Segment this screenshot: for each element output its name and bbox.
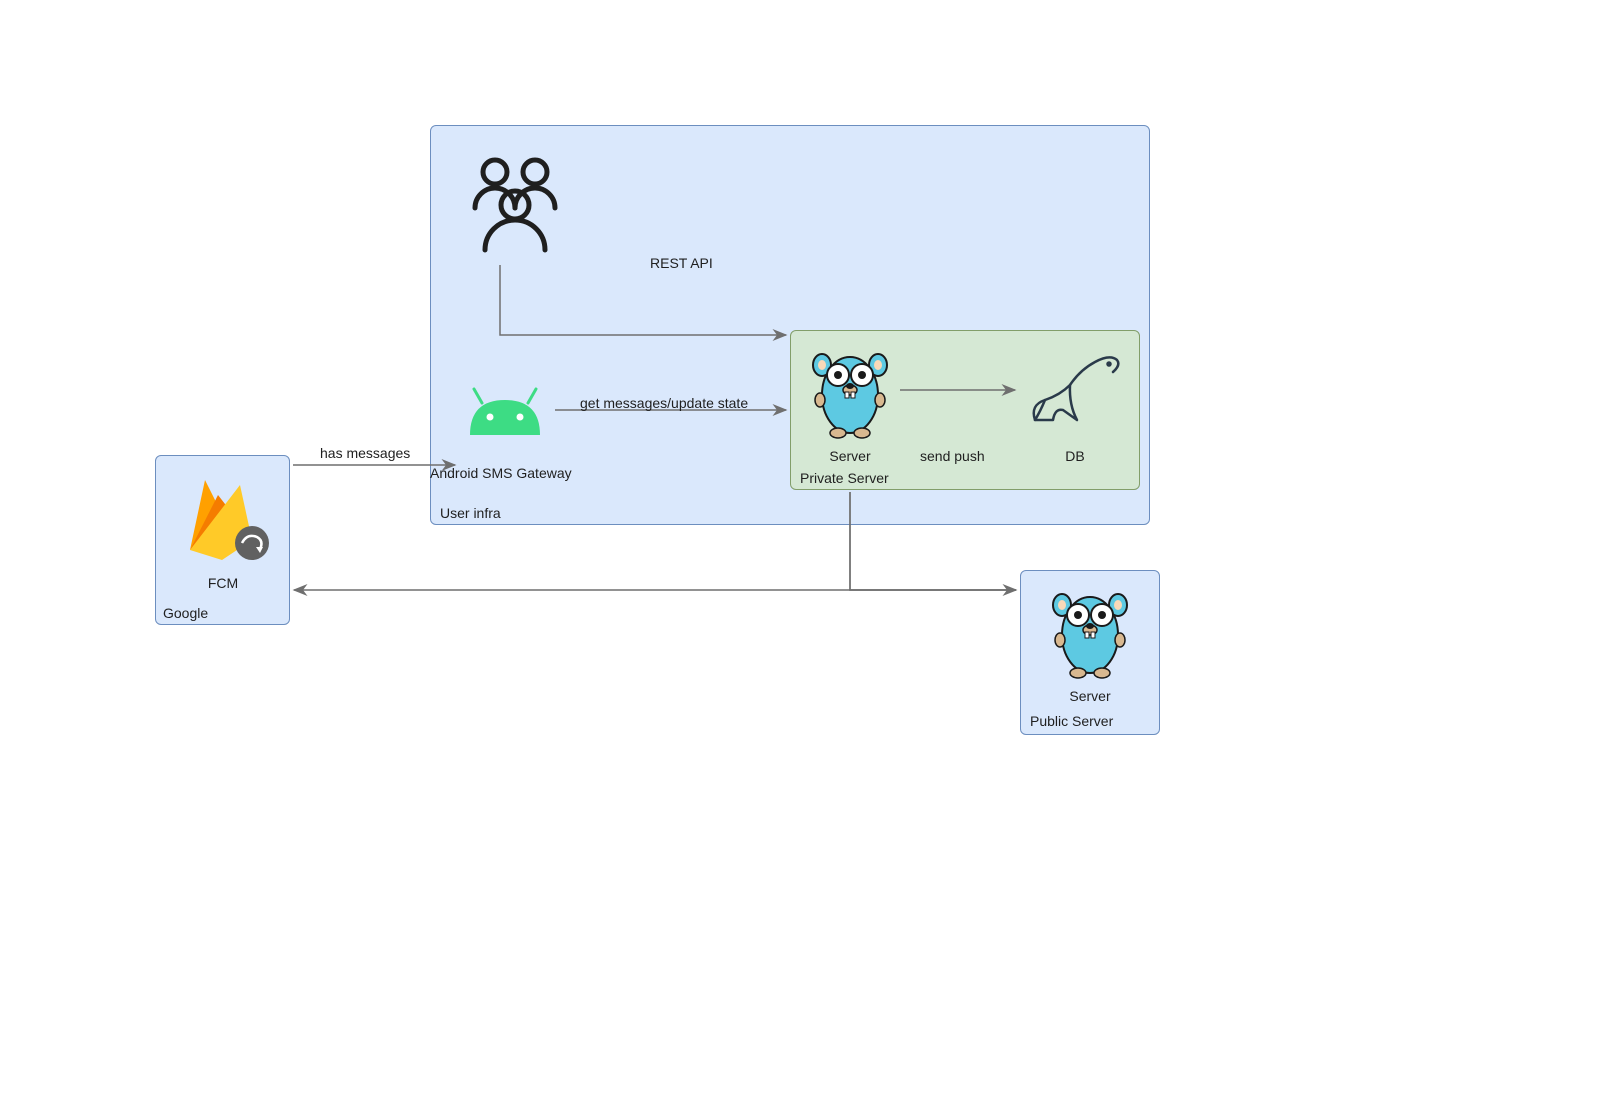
users-icon	[460, 150, 570, 260]
db-icon	[1025, 350, 1125, 430]
db-label: DB	[1005, 448, 1145, 464]
diagram-canvas: User infra Private Server Google Public …	[0, 0, 1604, 1117]
server-private-icon	[810, 340, 890, 440]
android-label: Android SMS Gateway	[430, 465, 620, 481]
edge-get-messages-label: get messages/update state	[580, 395, 748, 411]
edge-rest-api-label: REST API	[650, 255, 713, 271]
edge-has-messages-label: has messages	[320, 445, 410, 461]
edge-send-push-label: send push	[920, 448, 985, 464]
google-label: Google	[163, 605, 208, 621]
server-private-label: Server	[780, 448, 920, 464]
fcm-icon	[170, 465, 275, 570]
fcm-label: FCM	[153, 575, 293, 591]
public-server-label: Public Server	[1030, 713, 1113, 729]
private-server-label: Private Server	[800, 470, 889, 486]
android-icon	[460, 385, 550, 440]
server-public-icon	[1050, 580, 1130, 680]
user-infra-label: User infra	[440, 505, 501, 521]
server-public-label: Server	[1020, 688, 1160, 704]
